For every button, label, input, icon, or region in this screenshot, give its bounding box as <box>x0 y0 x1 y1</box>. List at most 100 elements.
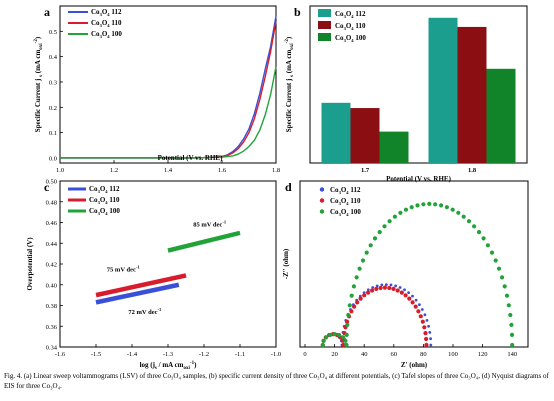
x-axis-label: log (js / mA cmoxi-1) <box>140 361 198 371</box>
nyquist-point <box>398 210 403 215</box>
tafel-slope-label: 75 mV dec-1 <box>107 264 141 273</box>
nyquist-point <box>422 325 427 330</box>
nyquist-point <box>421 202 426 207</box>
nyquist-point <box>500 275 505 280</box>
legend-label: Co3O4 112 <box>330 186 361 195</box>
nyquist-point <box>424 342 429 348</box>
nyquist-point <box>346 312 351 318</box>
nyquist-point <box>418 303 421 306</box>
y-tick-label: 0.40 <box>46 282 57 289</box>
x-tick-label: 60 <box>391 351 398 358</box>
y-tick-label: 0.42 <box>46 262 57 269</box>
nyquist-point <box>349 293 354 298</box>
tafel-slope-label: 72 mV dec-1 <box>128 307 162 316</box>
y-axis-label: Specific Current j s (mA cmoxi-2) <box>285 36 295 132</box>
y-tick-label: 0.48 <box>46 199 57 206</box>
nyquist-point <box>389 283 393 287</box>
x-axis-label: Potential (V vs. RHE) <box>158 154 223 162</box>
nyquist-point <box>461 214 466 219</box>
panel-label-c: c <box>44 180 50 194</box>
x-tick-label: 1.4 <box>164 167 173 174</box>
nyquist-point <box>344 332 349 337</box>
panel-c-frame <box>59 180 277 348</box>
nyquist-point <box>493 258 498 263</box>
legend-label: Co3O4 110 <box>89 196 120 205</box>
x-tick-label: 40 <box>361 351 368 358</box>
y-tick-label: 0.50 <box>46 179 57 186</box>
y-axis-label: Specific Current j s (mA cmoxi-2) <box>34 36 44 132</box>
series-line-1 <box>95 282 180 305</box>
panel-label-b: b <box>294 5 301 19</box>
legend-swatch <box>318 9 331 17</box>
x-tick-label: 1.8 <box>272 167 280 174</box>
tafel-slope-label: 85 mV dec-1 <box>193 220 227 229</box>
nyquist-point <box>382 224 387 229</box>
series-line-3 <box>167 230 241 253</box>
bar <box>428 17 458 164</box>
nyquist-point <box>489 250 495 255</box>
nyquist-point <box>345 319 350 324</box>
bar <box>457 26 487 163</box>
nyquist-point <box>372 236 378 241</box>
nyquist-point <box>321 338 326 343</box>
nyquist-point <box>324 335 329 340</box>
nyquist-point <box>410 300 415 305</box>
panel-d: 0 20 40 60 80 100 120 140 Co3O4 112 Co3O4 110 Co3O… <box>282 180 529 369</box>
nyquist-point <box>506 303 511 308</box>
nyquist-point <box>392 214 397 219</box>
x-tick-label: -1.2 <box>199 351 209 358</box>
x-tick-label: 1.0 <box>56 167 64 174</box>
nyquist-point <box>429 343 433 347</box>
nyquist-point <box>403 288 406 292</box>
bar <box>350 108 380 163</box>
x-tick-label: -1.6 <box>55 351 66 358</box>
nyquist-point <box>394 284 397 288</box>
nyquist-point <box>509 322 514 327</box>
y-axis-label: Overpotential (V) <box>26 237 34 291</box>
y-tick-label: 0.44 <box>46 241 58 248</box>
nyquist-point <box>368 243 373 248</box>
nyquist-point <box>476 230 482 235</box>
panel-d-frame <box>299 180 529 348</box>
nyquist-point <box>450 207 455 212</box>
nyquist-point <box>354 275 359 280</box>
nyquist-point <box>375 284 379 288</box>
nyquist-point <box>366 290 371 295</box>
nyquist-point <box>403 207 409 212</box>
legend-label: Co3O4 110 <box>335 22 366 31</box>
y-tick-label: 0.46 <box>46 220 58 227</box>
legend-swatch <box>318 21 331 29</box>
x-tick-label: 0 <box>303 351 306 358</box>
nyquist-point <box>362 291 366 294</box>
nyquist-point <box>423 313 427 317</box>
figure-caption: Fig. 4. (a) Linear sweep voltammograms (… <box>4 372 549 390</box>
nyquist-point <box>472 224 477 229</box>
nyquist-point <box>415 203 420 208</box>
nyquist-point <box>320 342 325 348</box>
legend-label: Co3O4 100 <box>330 208 361 217</box>
nyquist-point <box>358 296 363 301</box>
nyquist-point <box>418 314 423 319</box>
nyquist-point <box>344 342 349 348</box>
nyquist-point <box>409 205 414 210</box>
nyquist-point <box>387 285 392 291</box>
y-tick-label: 0.36 <box>46 324 58 331</box>
x-tick-label: 1.6 <box>218 167 227 174</box>
nyquist-point <box>360 258 366 263</box>
bar <box>321 102 351 163</box>
legend-label: Co3O4 100 <box>91 30 122 39</box>
nyquist-point <box>345 322 350 327</box>
x-tick-label: 140 <box>507 351 517 358</box>
nyquist-point <box>352 304 357 309</box>
nyquist-point <box>502 284 507 289</box>
nyquist-point <box>395 288 400 293</box>
legend-swatch <box>318 33 331 41</box>
nyquist-point <box>466 219 472 224</box>
nyquist-point <box>357 266 362 271</box>
nyquist-point <box>391 286 396 291</box>
nyquist-point <box>399 290 404 295</box>
legend-swatch <box>319 187 325 192</box>
panel-b: 1.7 1.8 Co3O4 112 Co3O4 110 Co3O4 100 Potenti… <box>285 5 528 183</box>
x-tick-label: 1.7 <box>361 167 370 174</box>
x-tick-label: -1.4 <box>127 351 138 358</box>
